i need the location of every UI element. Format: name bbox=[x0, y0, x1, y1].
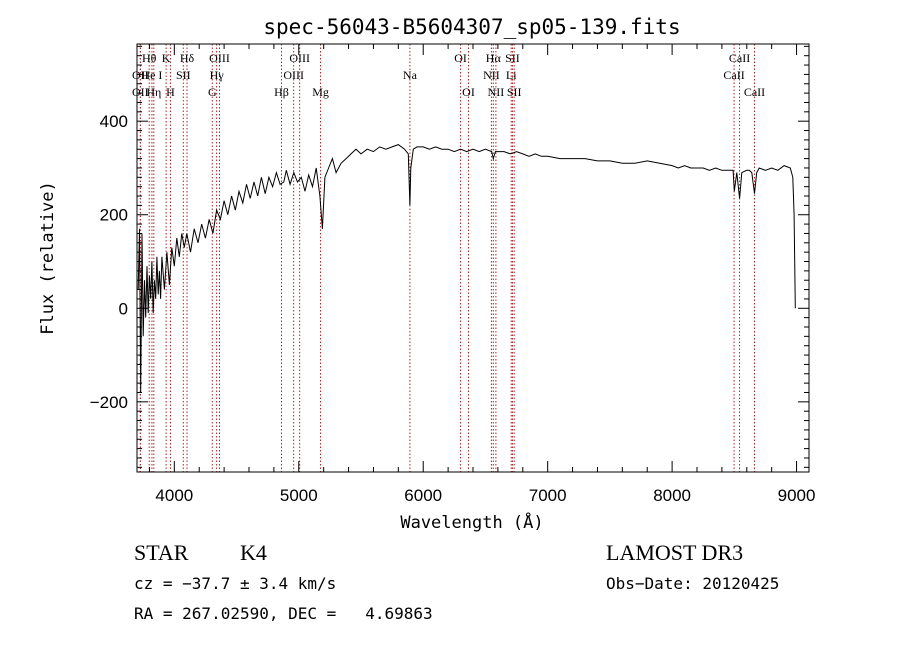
y-tick-label: −200 bbox=[90, 393, 128, 412]
line-marker-label: Hα bbox=[486, 51, 502, 65]
plot-frame bbox=[136, 43, 810, 473]
emission-line-markers bbox=[139, 44, 755, 472]
x-tick-label: 4000 bbox=[155, 486, 193, 505]
line-marker-label: OIII bbox=[289, 51, 310, 65]
redshift-velocity: cz = −37.7 ± 3.4 km/s bbox=[134, 574, 336, 593]
x-tick-label: 6000 bbox=[404, 486, 442, 505]
line-marker-label: SII bbox=[507, 85, 522, 99]
line-marker-label: He I bbox=[141, 68, 162, 82]
line-marker-label: Na bbox=[403, 68, 418, 82]
x-axis-ticks: 4000 5000 6000 7000 8000 9000 bbox=[148, 44, 816, 505]
line-marker-label: CaII bbox=[729, 51, 750, 65]
line-marker-label: OI bbox=[454, 51, 467, 65]
spectrum-line bbox=[137, 144, 796, 393]
y-tick-label: 200 bbox=[100, 206, 128, 225]
line-marker-label: G bbox=[208, 85, 217, 99]
y-axis-label: Flux (relative) bbox=[38, 181, 58, 335]
line-marker-label: Hγ bbox=[210, 68, 225, 82]
line-marker-label: OI bbox=[462, 85, 475, 99]
x-tick-label: 7000 bbox=[529, 486, 567, 505]
x-tick-label: 9000 bbox=[778, 486, 816, 505]
line-marker-label: Hδ bbox=[180, 51, 195, 65]
y-tick-label: 0 bbox=[119, 299, 128, 318]
object-class: STAR bbox=[134, 540, 189, 565]
line-marker-label: NII bbox=[483, 68, 500, 82]
x-tick-label: 5000 bbox=[280, 486, 318, 505]
line-marker-label: CaII bbox=[723, 68, 744, 82]
line-marker-label: OIII bbox=[283, 68, 304, 82]
chart-title: spec-56043-B5604307_sp05-139.fits bbox=[263, 15, 680, 39]
line-marker-label: CaII bbox=[744, 85, 765, 99]
line-marker-label: Mg bbox=[312, 85, 329, 99]
x-axis-label: Wavelength (Å) bbox=[400, 511, 543, 533]
y-tick-label: 400 bbox=[100, 112, 128, 131]
line-marker-label: K bbox=[162, 51, 171, 65]
line-marker-label: OII bbox=[132, 68, 149, 82]
survey-name: LAMOST DR3 bbox=[606, 540, 743, 565]
line-marker-label: SII bbox=[505, 51, 520, 65]
line-marker-label: Hβ bbox=[274, 85, 289, 99]
x-tick-label: 8000 bbox=[653, 486, 691, 505]
line-marker-label: Hη bbox=[146, 85, 161, 99]
observation-date: Obs−Date: 20120425 bbox=[606, 574, 779, 593]
line-marker-label: H bbox=[166, 85, 175, 99]
y-axis-ticks: −200 0 200 400 bbox=[90, 45, 809, 468]
line-marker-label: SII bbox=[176, 68, 191, 82]
line-marker-label: OIII bbox=[209, 51, 230, 65]
object-subclass: K4 bbox=[240, 540, 267, 565]
line-marker-label: Li bbox=[506, 68, 517, 82]
ra-dec-coordinates: RA = 267.02590, DEC = 4.69863 bbox=[134, 604, 433, 623]
line-marker-label: OII bbox=[132, 85, 149, 99]
line-marker-label: NII bbox=[488, 85, 505, 99]
line-marker-label: Hθ bbox=[142, 51, 157, 65]
